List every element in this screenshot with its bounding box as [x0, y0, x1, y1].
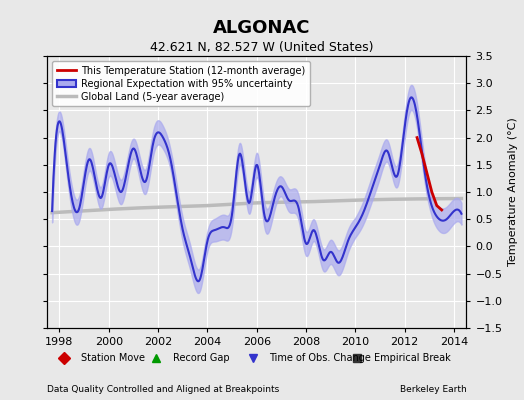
Text: Berkeley Earth: Berkeley Earth	[400, 386, 466, 394]
Text: Time of Obs. Change: Time of Obs. Change	[269, 353, 371, 363]
Y-axis label: Temperature Anomaly (°C): Temperature Anomaly (°C)	[508, 118, 518, 266]
Text: Empirical Break: Empirical Break	[374, 353, 451, 363]
Text: Data Quality Controlled and Aligned at Breakpoints: Data Quality Controlled and Aligned at B…	[47, 386, 279, 394]
Text: ALGONAC: ALGONAC	[213, 19, 311, 37]
Text: Station Move: Station Move	[81, 353, 145, 363]
Legend: This Temperature Station (12-month average), Regional Expectation with 95% uncer: This Temperature Station (12-month avera…	[52, 61, 310, 106]
Text: 42.621 N, 82.527 W (United States): 42.621 N, 82.527 W (United States)	[150, 42, 374, 54]
Text: Record Gap: Record Gap	[173, 353, 230, 363]
